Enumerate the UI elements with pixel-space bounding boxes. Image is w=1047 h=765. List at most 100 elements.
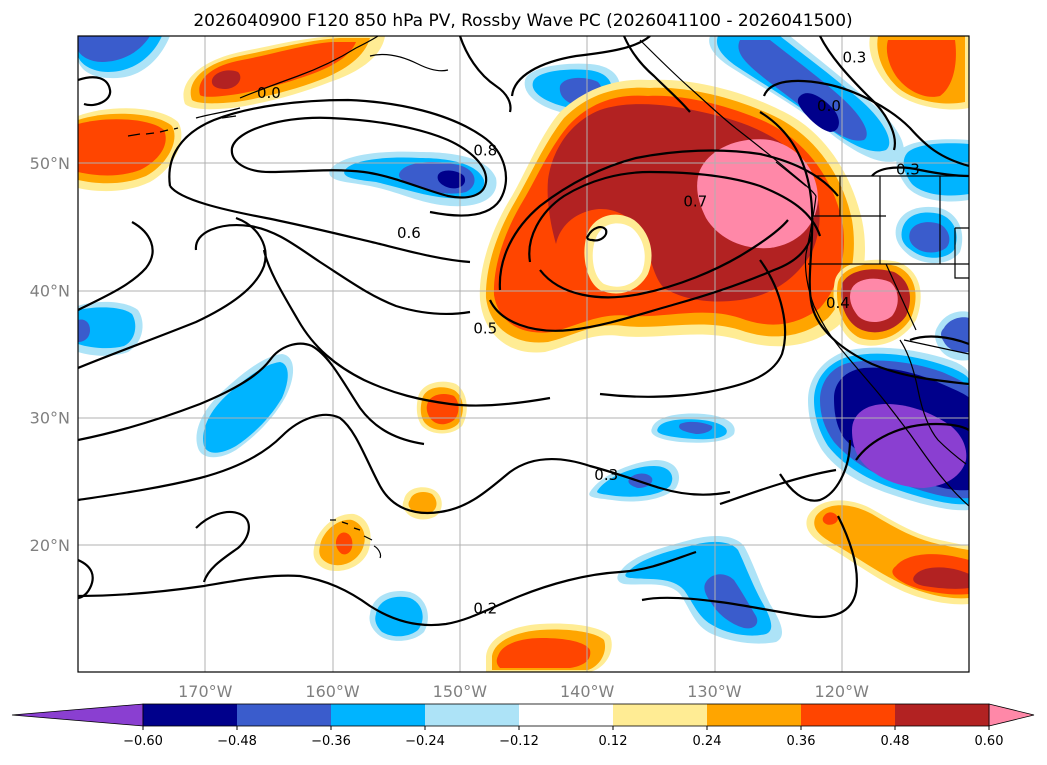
pv-contour-0.4-south (78, 342, 425, 446)
bc-coast (639, 39, 817, 197)
anomaly-pos-145w-inner (496, 638, 591, 668)
pv-contour-0.5-main (262, 249, 551, 407)
pv-contour-0.5 (78, 221, 154, 311)
colorbar-segment (707, 704, 801, 726)
contour-label: 0.0 (257, 84, 281, 102)
contour-label: 0.0 (817, 97, 841, 115)
colorbar-tick-label: 0.48 (881, 734, 910, 749)
pv-contour-0.2-north (622, 36, 691, 113)
pv-contour-se (909, 335, 969, 346)
colorbar-frame (142, 703, 990, 727)
anomaly-pos-hawaii-inner (335, 532, 353, 555)
axis-ticks: 170°W 160°W 150°W 140°W 130°W 120°W 50°N 40°N 30… (30, 154, 869, 701)
vancouver-island (775, 161, 807, 187)
x-tick-label: 150°W (433, 682, 488, 701)
anomaly-pos-alaska-inner (199, 42, 356, 97)
anomaly-pos-alaska-core (211, 70, 241, 89)
anomaly-neg-left35-inner (78, 319, 90, 342)
pv-contour-se2 (855, 422, 969, 461)
graticule (78, 36, 969, 672)
alaska-coast (239, 36, 379, 99)
contour-label: 0.8 (473, 141, 497, 159)
anomaly-neg-left35-mid (78, 307, 136, 349)
colorbar-segment (331, 704, 425, 726)
pv-contour-mini (586, 226, 608, 242)
coastlines (127, 36, 969, 559)
us-coast (804, 195, 969, 507)
y-tick-label: 20°N (30, 536, 70, 555)
pv-contour-0.7-main (528, 170, 822, 263)
colorbar-tick-label: 0.36 (787, 734, 816, 749)
chart-title: 2026040900 F120 850 hPa PV, Rossby Wave … (193, 11, 852, 31)
contour-label: 0.3 (594, 466, 618, 484)
anomaly-neg-130w18-inner (704, 574, 758, 629)
colorbar-segment (425, 704, 519, 726)
contour-label: 0.5 (473, 320, 497, 338)
anomaly-neg-130w29-inner (679, 421, 713, 434)
pv-contour-south-loop (779, 439, 852, 502)
pv-contour-0.6-lobe (194, 224, 471, 316)
state-border-6 (954, 227, 969, 279)
anomaly-neg-37n-mid (941, 317, 969, 353)
pv-contour-0.7-west (78, 76, 112, 107)
colorbar-tick-label: −0.48 (217, 734, 257, 749)
pv-contour-0.6-main (169, 185, 471, 264)
anomaly-neg-east49-mid (903, 143, 969, 196)
contour-label: 0.6 (397, 224, 421, 242)
pv-contour-0.3-ne (819, 36, 896, 151)
colorbar-segment (801, 704, 895, 726)
state-border-7 (885, 263, 917, 331)
pv-contours (78, 36, 969, 627)
x-tick-label: 170°W (178, 682, 233, 701)
pv-contour-0.6-west (168, 98, 508, 217)
colorbar-tick-label: −0.12 (499, 734, 539, 749)
x-tick-label: 130°W (687, 682, 742, 701)
colorbar-extend-max (988, 703, 1035, 727)
colorbar-tick-label: 0.60 (975, 734, 1004, 749)
y-tick-label: 30°N (30, 409, 70, 428)
colorbar-segment (613, 704, 707, 726)
pv-contour-0.3-coast (599, 259, 787, 398)
pv-contour-0.7-inner (539, 219, 789, 299)
anomaly-neg-165w-mid (203, 362, 288, 453)
anomaly-pos-west-inner (78, 119, 166, 176)
x-tick-label: 140°W (560, 682, 615, 701)
colorbar-extend-min (11, 703, 144, 727)
anomaly-pos-118w-core (850, 278, 898, 322)
pv-contour-0.4-coast (759, 111, 969, 386)
colorbar-tick-label: 0.24 (693, 734, 722, 749)
colorbar-tick-label: 0.12 (599, 734, 628, 749)
y-tick-label: 50°N (30, 154, 70, 173)
pv-contour-0.3-south (78, 413, 441, 514)
pv-contour-se3 (719, 468, 837, 506)
anomaly-neg-153w-mid (375, 596, 423, 637)
colorbar-segment (143, 704, 237, 726)
anomaly-neg-east42-inner (909, 222, 950, 253)
pv-contour-0.0-north (510, 36, 651, 97)
contour-label: 0.4 (826, 294, 850, 312)
pv-contour-0.4-west (78, 216, 267, 370)
colorbar-segment (895, 704, 989, 726)
anomaly-pos-22n-mid (408, 492, 437, 515)
pv-contour-0.2-hawaii (195, 510, 250, 583)
pv-contour-0.2-loop (78, 558, 94, 600)
colorbar-tick-label: −0.24 (405, 734, 445, 749)
pv-contour-0.3-ne2 (762, 79, 969, 168)
alaska-gulf (369, 53, 449, 72)
map-content: 0.8 0.7 0.6 0.5 0.4 0.3 0.3 0.3 0.2 0.0 0.0 (78, 36, 969, 672)
contour-label: 0.3 (843, 49, 867, 67)
hawaii-islands (330, 519, 382, 559)
aleutian-islands (127, 127, 179, 137)
colorbar-tick-label: −0.60 (123, 734, 163, 749)
x-tick-label: 120°W (815, 682, 870, 701)
mexico-border (903, 339, 969, 355)
x-tick-label: 160°W (305, 682, 360, 701)
anomaly-neg-ne-core (797, 93, 839, 132)
colorbar: −0.60 −0.48 −0.36 −0.24 −0.12 0.12 0.24 0.36 0.4… (11, 703, 1035, 749)
contour-labels: 0.8 0.7 0.6 0.5 0.4 0.3 0.3 0.3 0.2 0.0 0.0 (257, 49, 920, 618)
anomaly-hole-white (592, 223, 645, 287)
alaska-peninsula (195, 107, 241, 119)
contour-label: 0.3 (896, 161, 920, 179)
pv-contour-0.3-main (439, 458, 731, 514)
